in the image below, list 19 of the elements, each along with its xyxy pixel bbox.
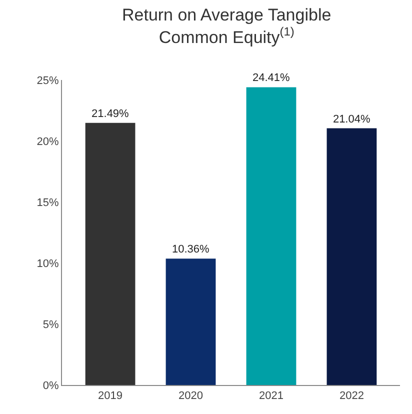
y-tick-label: 5% — [42, 318, 60, 331]
data-label: 21.49% — [92, 108, 130, 120]
y-tick-label: 25% — [36, 74, 60, 87]
x-tick-label: 2019 — [98, 390, 123, 402]
y-tick-label: 20% — [36, 136, 60, 148]
data-label: 10.36% — [172, 244, 210, 256]
chart-title: Return on Average Tangible Common Equity$^{(1)}$ — [122, 6, 332, 47]
x-tick-label: 2022 — [339, 390, 364, 402]
data-label: 21.04% — [332, 113, 370, 126]
y-tick-label: 15% — [36, 196, 60, 209]
x-tick-label: 2021 — [259, 390, 284, 402]
x-tick-label: 2020 — [178, 390, 203, 402]
bar — [85, 122, 136, 385]
y-tick-label: 10% — [36, 258, 60, 270]
data-label: 24.41% — [252, 72, 290, 84]
bar — [166, 258, 216, 385]
y-tick-label: 0% — [42, 380, 60, 392]
bar — [246, 87, 296, 385]
bar — [326, 128, 377, 385]
